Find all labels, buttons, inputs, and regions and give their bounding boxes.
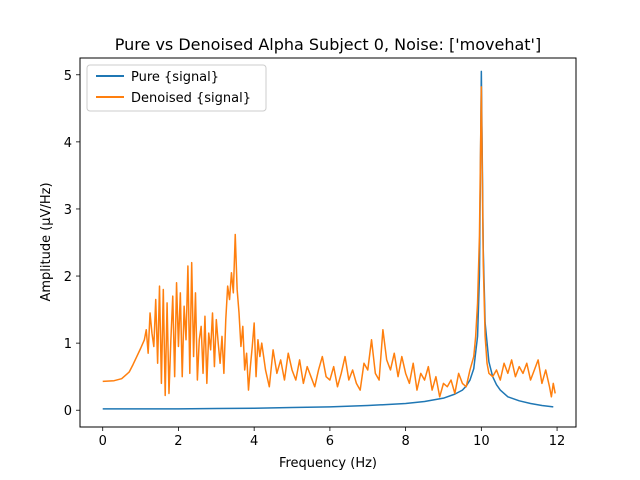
y-tick-label: 3 — [64, 203, 72, 218]
axes-frame — [79, 57, 577, 428]
y-tick-label: 5 — [64, 69, 72, 84]
x-axis-ticks: 0 2 4 6 8 10 12 — [99, 427, 566, 449]
legend-box — [86, 64, 267, 112]
chart-title: Pure vs Denoised Alpha Subject 0, Noise:… — [115, 35, 541, 54]
y-tick-label: 2 — [64, 270, 72, 285]
series-line-denoised — [102, 86, 556, 398]
y-tick-label: 4 — [64, 136, 72, 151]
x-tick-label: 12 — [549, 434, 566, 449]
legend: Pure {signal} Denoised {signal} — [86, 64, 267, 112]
y-tick-label: 0 — [64, 404, 72, 419]
x-tick-label: 8 — [401, 434, 409, 449]
legend-label-denoised: Denoised {signal} — [131, 91, 251, 106]
x-tick-label: 6 — [326, 434, 334, 449]
x-tick-label: 0 — [99, 434, 107, 449]
plot-area — [102, 70, 556, 410]
y-axis-label: Amplitude (μV/Hz) — [39, 182, 54, 301]
x-tick-label: 10 — [473, 434, 490, 449]
y-axis-ticks: 0 1 2 3 4 5 — [64, 69, 80, 419]
legend-label-pure: Pure {signal} — [131, 70, 219, 85]
series-line-pure — [102, 70, 554, 410]
y-tick-label: 1 — [64, 337, 72, 352]
x-axis-label: Frequency (Hz) — [279, 456, 377, 471]
x-tick-label: 2 — [174, 434, 182, 449]
x-tick-label: 4 — [250, 434, 258, 449]
